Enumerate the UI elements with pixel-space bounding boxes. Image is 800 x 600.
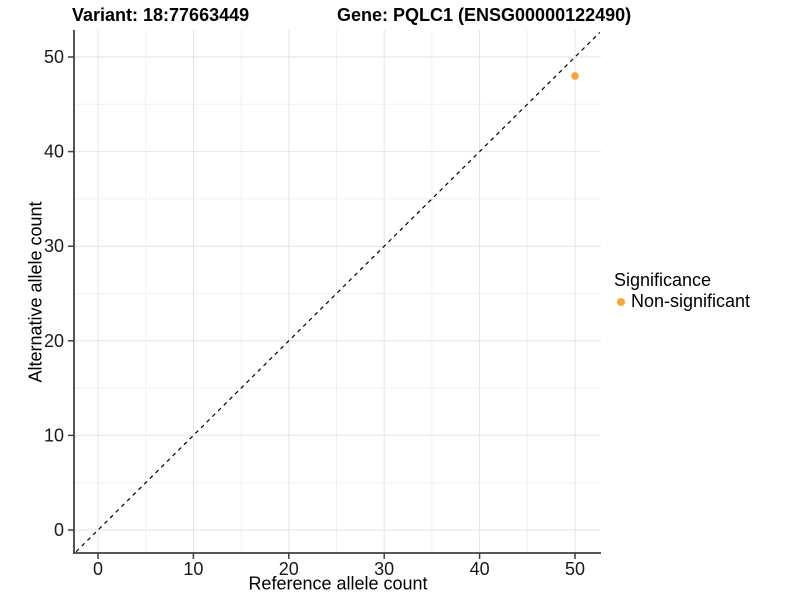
legend-item-label: Non-significant [631,291,751,311]
legend-dot-icon [617,297,625,306]
x-tick-label: 40 [470,559,490,579]
y-axis-title: Alternative allele count [25,201,46,383]
legend-title: Significance [614,270,712,290]
y-tick-label: 50 [44,47,64,67]
y-tick-label: 20 [44,331,64,351]
x-tick-label: 20 [279,559,299,579]
x-tick-label: 0 [93,559,103,579]
variant-title: Variant: 18:77663449 [72,5,250,25]
legend-item-non-significant: Non-significant [614,291,750,312]
x-tick-label: 50 [565,559,585,579]
x-tick-label: 10 [183,559,203,579]
y-tick-label: 40 [44,142,64,162]
identity-line [75,31,601,553]
x-axis-title: Reference allele count [248,573,428,594]
y-tick-label: 30 [44,236,64,256]
legend: Significance Non-significant [614,270,750,312]
x-tick-label: 30 [374,559,394,579]
gene-title: Gene: PQLC1 (ENSG00000122490) [337,5,632,25]
data-point-non-significant [571,72,579,80]
y-tick-label: 10 [44,425,64,445]
y-tick-label: 0 [54,520,64,540]
